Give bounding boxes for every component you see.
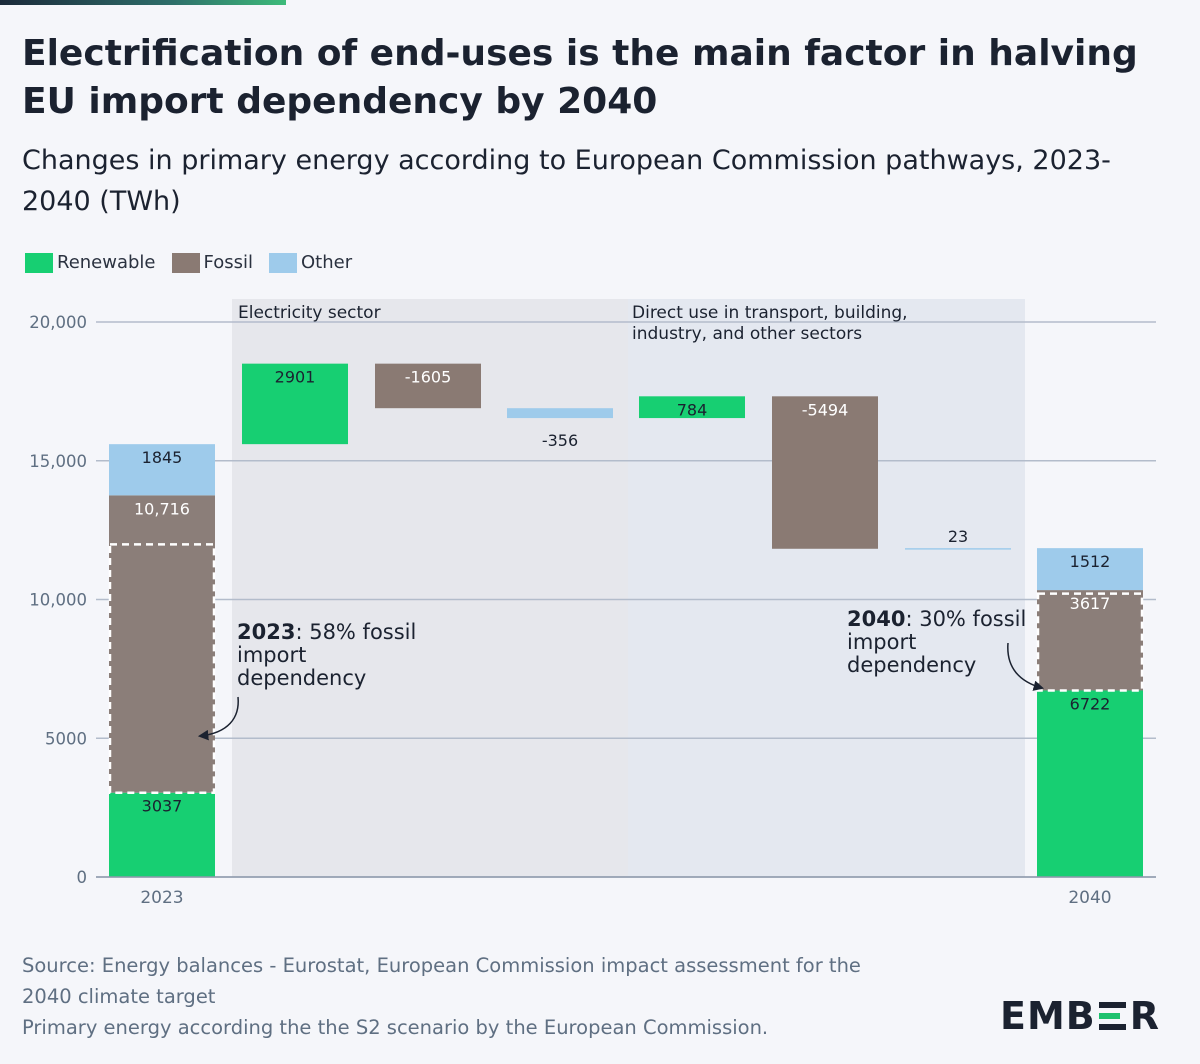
bar-2040-other [1037,548,1143,591]
bar-value-label: -356 [542,431,578,450]
bar-change-fossil [375,363,481,409]
y-tick-label: 15,000 [29,452,87,471]
chart-subtitle: Changes in primary energy according to E… [22,145,1111,217]
bar-value-label: 3037 [142,797,183,816]
region-label-electricity: Electricity sector [238,303,381,323]
legend-swatch-fossil [171,252,200,273]
source-line-2: 2040 climate target [22,985,216,1008]
legend: Renewable Fossil Other [25,252,368,273]
legend-swatch-other [269,252,297,273]
chart-title: Electrification of end-uses is the main … [22,33,1138,122]
bar-value-label: 10,716 [134,499,190,518]
annotation-arrow-2023 [197,696,239,741]
y-tick-label: 0 [77,868,88,887]
ember-logo: EMB R [1000,994,1161,1038]
legend-item-fossil[interactable]: Fossil [171,252,253,273]
bar-2023-other [109,444,215,496]
bar-change-fossil [772,396,878,549]
waterfall-chart: 0 5000 10,000 15,000 20,000 Electricity secto… [29,299,1156,908]
footnote: Primary energy according the the S2 scen… [22,1016,769,1039]
bar-value-label: 784 [677,400,708,419]
bar-2023-fossil [109,495,215,793]
bar-value-label: 1512 [1070,552,1111,571]
import-dependency-box-2023 [108,543,216,794]
bar-value-label: -5494 [802,400,849,419]
y-tick-label: 10,000 [29,591,87,610]
bar-change-other [905,548,1011,550]
region-label-direct-use: Direct use in transport, building, indust… [632,303,908,344]
bar-change-other [507,408,613,419]
y-tick-label: 20,000 [29,313,87,332]
x-tick-label: 2023 [140,888,183,908]
legend-item-other[interactable]: Other [269,252,352,273]
y-tick-label: 5000 [45,729,87,748]
bar-change-renewable [639,396,745,419]
top-accent-bar [0,0,286,5]
bar-value-label: 23 [948,527,968,546]
region-background-2 [628,299,1025,877]
bar-value-label: 2901 [275,368,316,387]
import-dependency-box-2040 [1036,592,1144,692]
legend-swatch-renewable [25,252,53,273]
annotation-2040: 2040: 30% fossil import dependency [847,607,1026,677]
bar-value-label: -1605 [405,368,452,387]
source-line-1: Source: Energy balances - Eurostat, Euro… [22,954,861,977]
bar-value-label: 6722 [1070,694,1111,713]
bar-value-label: 3617 [1070,594,1111,613]
bar-2023-renewable [109,792,215,877]
annotation-2023: 2023: 58% fossil import dependency [237,620,416,690]
bar-2040-fossil [1037,590,1143,691]
chart-footer: Source: Energy balances - Eurostat, Euro… [22,950,952,1043]
annotation-arrow-2040 [1007,642,1045,691]
legend-label-fossil: Fossil [203,252,253,273]
legend-item-renewable[interactable]: Renewable [25,252,156,273]
bar-change-renewable [242,363,348,445]
legend-label-other: Other [301,252,353,273]
bar-2040-renewable [1037,690,1143,877]
legend-label-renewable: Renewable [57,252,156,273]
x-tick-label: 2040 [1068,888,1111,908]
bar-value-label: 1845 [142,448,183,467]
